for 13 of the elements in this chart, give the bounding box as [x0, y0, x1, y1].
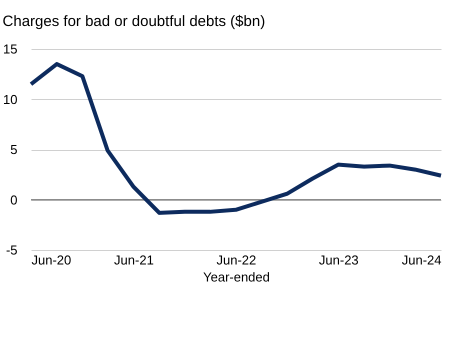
- chart-title: Charges for bad or doubtful debts ($bn): [2, 13, 266, 30]
- y-tick-label: 15: [3, 42, 18, 56]
- line-series: [29, 62, 443, 215]
- y-tick-label: -5: [6, 242, 18, 258]
- x-tick-label: Jun-21: [114, 252, 154, 268]
- x-tick-label: Jun-23: [318, 252, 359, 268]
- y-tick-label: 0: [10, 192, 18, 208]
- x-axis-title: Year-ended: [203, 270, 270, 284]
- y-tick-label: 5: [10, 142, 18, 157]
- x-tick-label: Jun-22: [216, 252, 256, 268]
- x-tick-label: Jun-24: [402, 252, 442, 268]
- y-tick-label: 10: [3, 92, 18, 107]
- x-tick-label: Jun-20: [32, 252, 72, 268]
